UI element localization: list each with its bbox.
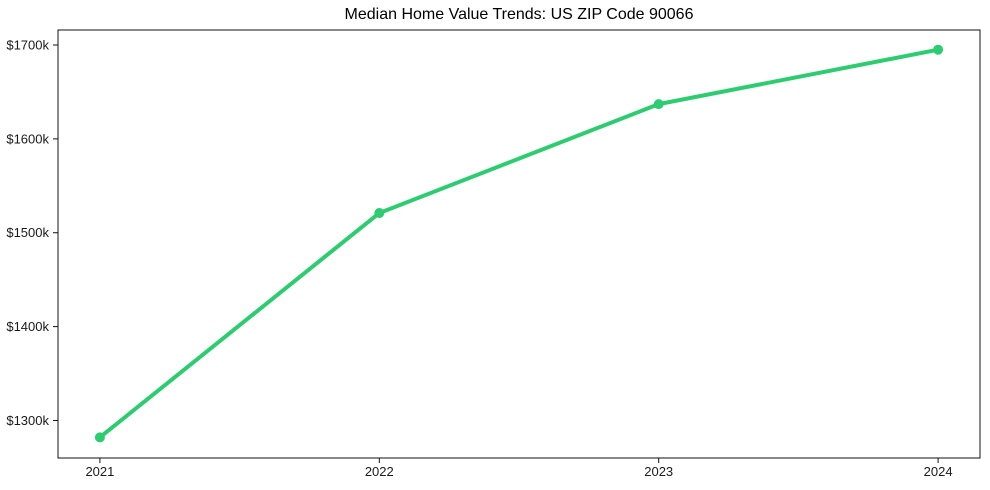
y-tick-label: $1500k	[6, 225, 49, 240]
chart-title: Median Home Value Trends: US ZIP Code 90…	[344, 6, 694, 23]
trend-line	[97, 47, 941, 440]
x-tick-label: 2022	[365, 464, 394, 479]
x-tick-label: 2021	[85, 464, 114, 479]
data-point-2024	[933, 44, 944, 55]
y-tick-label: $1400k	[6, 319, 49, 334]
x-tick-label: 2023	[644, 464, 673, 479]
y-tick-label: $1700k	[6, 38, 49, 53]
data-point-2021	[94, 432, 105, 443]
data-point-2022	[374, 208, 385, 219]
plot-border	[57, 29, 981, 459]
data-point-2023	[653, 99, 664, 110]
y-tick-label: $1300k	[6, 413, 49, 428]
x-tick-label: 2024	[924, 464, 953, 479]
y-tick-label: $1600k	[6, 131, 49, 146]
